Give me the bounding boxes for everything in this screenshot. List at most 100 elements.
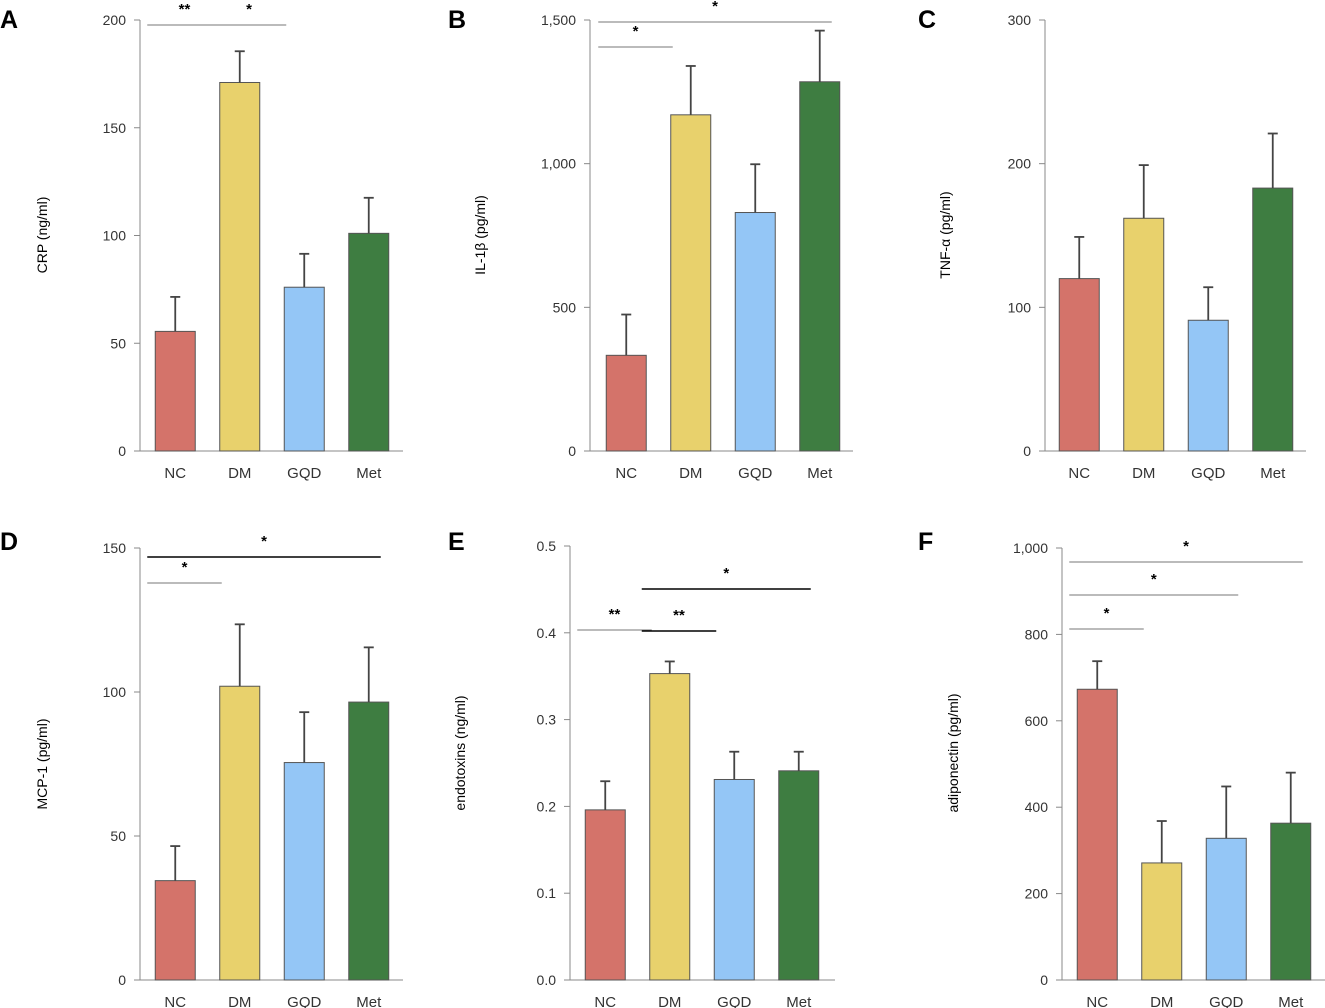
category-label-dm: DM xyxy=(228,465,251,482)
significance-label: * xyxy=(1183,538,1189,555)
bar-dm xyxy=(219,685,261,981)
panel-letter-d: D xyxy=(0,528,18,556)
category-label-nc: NC xyxy=(164,465,186,482)
y-tick-label: 1,500 xyxy=(541,12,576,28)
y-tick-label: 0 xyxy=(118,972,126,988)
panel-d: D 0 50 100 150 MCP-1 (pg/ml) NC DM GQD Met * * xyxy=(0,528,403,1008)
category-label-gqd: GQD xyxy=(1209,994,1243,1008)
significance-label: ** xyxy=(609,606,621,623)
panel-b: B 0 500 1,000 1,500 IL-1β (pg/ml) NC DM GQD Met * * xyxy=(448,0,853,482)
y-tick-label: 0.5 xyxy=(537,538,557,554)
category-label-gqd: GQD xyxy=(287,994,321,1008)
y-tick-label: 200 xyxy=(1025,886,1049,902)
category-label-met: Met xyxy=(356,465,382,482)
bar-nc xyxy=(1076,688,1118,981)
significance-label: * xyxy=(723,565,729,582)
category-label-met: Met xyxy=(1260,465,1286,482)
bar-dm xyxy=(670,114,712,452)
y-tick-label: 100 xyxy=(1008,299,1032,315)
significance-label: * xyxy=(1104,605,1110,622)
significance-label: * xyxy=(633,23,639,40)
y-tick-label: 0 xyxy=(118,443,126,459)
significance-label: ** xyxy=(179,1,191,18)
bar-nc xyxy=(605,354,647,452)
bar-nc xyxy=(154,880,196,981)
significance-label: * xyxy=(261,533,267,550)
bar-nc xyxy=(154,330,196,452)
y-tick-label: 600 xyxy=(1025,713,1049,729)
category-label-gqd: GQD xyxy=(717,994,751,1008)
category-label-nc: NC xyxy=(1068,465,1090,482)
panel-c: C 0 100 200 300 TNF-α (pg/ml) NC DM GQD Met xyxy=(918,6,1306,482)
bar-nc xyxy=(584,809,626,981)
category-label-dm: DM xyxy=(658,994,681,1008)
panel-letter-c: C xyxy=(918,6,936,34)
y-tick-label: 500 xyxy=(553,299,577,315)
y-tick-label: 0.3 xyxy=(537,712,557,728)
y-tick-label: 100 xyxy=(103,228,127,244)
y-tick-label: 0 xyxy=(1040,972,1048,988)
category-label-met: Met xyxy=(786,994,812,1008)
y-tick-label: 0.4 xyxy=(537,625,557,641)
bar-met xyxy=(348,232,390,452)
significance-label: * xyxy=(182,559,188,576)
bar-met xyxy=(799,81,841,452)
y-tick-label: 0 xyxy=(568,443,576,459)
panel-letter-a: A xyxy=(0,6,18,34)
bar-met xyxy=(348,701,390,981)
significance-label: * xyxy=(246,1,252,18)
y-tick-label: 100 xyxy=(103,684,127,700)
y-axis-label: endotoxins (ng/ml) xyxy=(452,695,468,810)
y-tick-label: 150 xyxy=(103,540,127,556)
bar-dm xyxy=(649,673,691,981)
bar-gqd xyxy=(734,212,776,452)
category-label-nc: NC xyxy=(594,994,616,1008)
y-tick-label: 0.0 xyxy=(537,972,557,988)
category-label-dm: DM xyxy=(1150,994,1173,1008)
bar-gqd xyxy=(1187,319,1229,452)
category-label-gqd: GQD xyxy=(1191,465,1225,482)
y-tick-label: 1,000 xyxy=(1013,540,1048,556)
y-tick-label: 200 xyxy=(103,12,127,28)
y-tick-label: 300 xyxy=(1008,12,1032,28)
bar-met xyxy=(778,770,820,981)
y-tick-label: 0.2 xyxy=(537,798,557,814)
y-tick-label: 800 xyxy=(1025,626,1049,642)
y-tick-label: 150 xyxy=(103,120,127,136)
category-label-met: Met xyxy=(807,465,833,482)
category-label-dm: DM xyxy=(679,465,702,482)
panel-e: E 0.0 0.1 0.2 0.3 0.4 0.5 endotoxins (ng/ml) NC D… xyxy=(448,528,835,1008)
y-tick-label: 0 xyxy=(1023,443,1031,459)
significance-label: * xyxy=(1151,571,1157,588)
category-label-met: Met xyxy=(356,994,382,1008)
y-axis-label: MCP-1 (pg/ml) xyxy=(34,718,50,809)
category-label-dm: DM xyxy=(1132,465,1155,482)
category-label-gqd: GQD xyxy=(738,465,772,482)
bar-gqd xyxy=(1205,837,1247,981)
category-label-nc: NC xyxy=(1086,994,1108,1008)
category-label-dm: DM xyxy=(228,994,251,1008)
bar-gqd xyxy=(713,778,755,981)
bar-gqd xyxy=(283,762,325,981)
bar-met xyxy=(1270,822,1312,981)
category-label-met: Met xyxy=(1278,994,1304,1008)
y-tick-label: 0.1 xyxy=(537,885,557,901)
y-tick-label: 1,000 xyxy=(541,156,576,172)
bar-dm xyxy=(1141,862,1183,981)
y-axis-label: IL-1β (pg/ml) xyxy=(472,195,488,275)
significance-label: * xyxy=(712,0,718,15)
panel-f: F 0 200 400 600 800 1,000 adiponectin (pg/ml) NC… xyxy=(918,528,1325,1008)
y-tick-label: 50 xyxy=(110,828,126,844)
y-tick-label: 400 xyxy=(1025,799,1049,815)
category-label-nc: NC xyxy=(615,465,637,482)
panel-letter-f: F xyxy=(918,528,933,556)
y-tick-label: 200 xyxy=(1008,156,1032,172)
category-label-gqd: GQD xyxy=(287,465,321,482)
bar-gqd xyxy=(283,286,325,452)
y-tick-label: 50 xyxy=(110,335,126,351)
y-axis-label: CRP (ng/ml) xyxy=(34,197,50,274)
panel-letter-e: E xyxy=(448,528,465,556)
panel-letter-b: B xyxy=(448,6,466,34)
